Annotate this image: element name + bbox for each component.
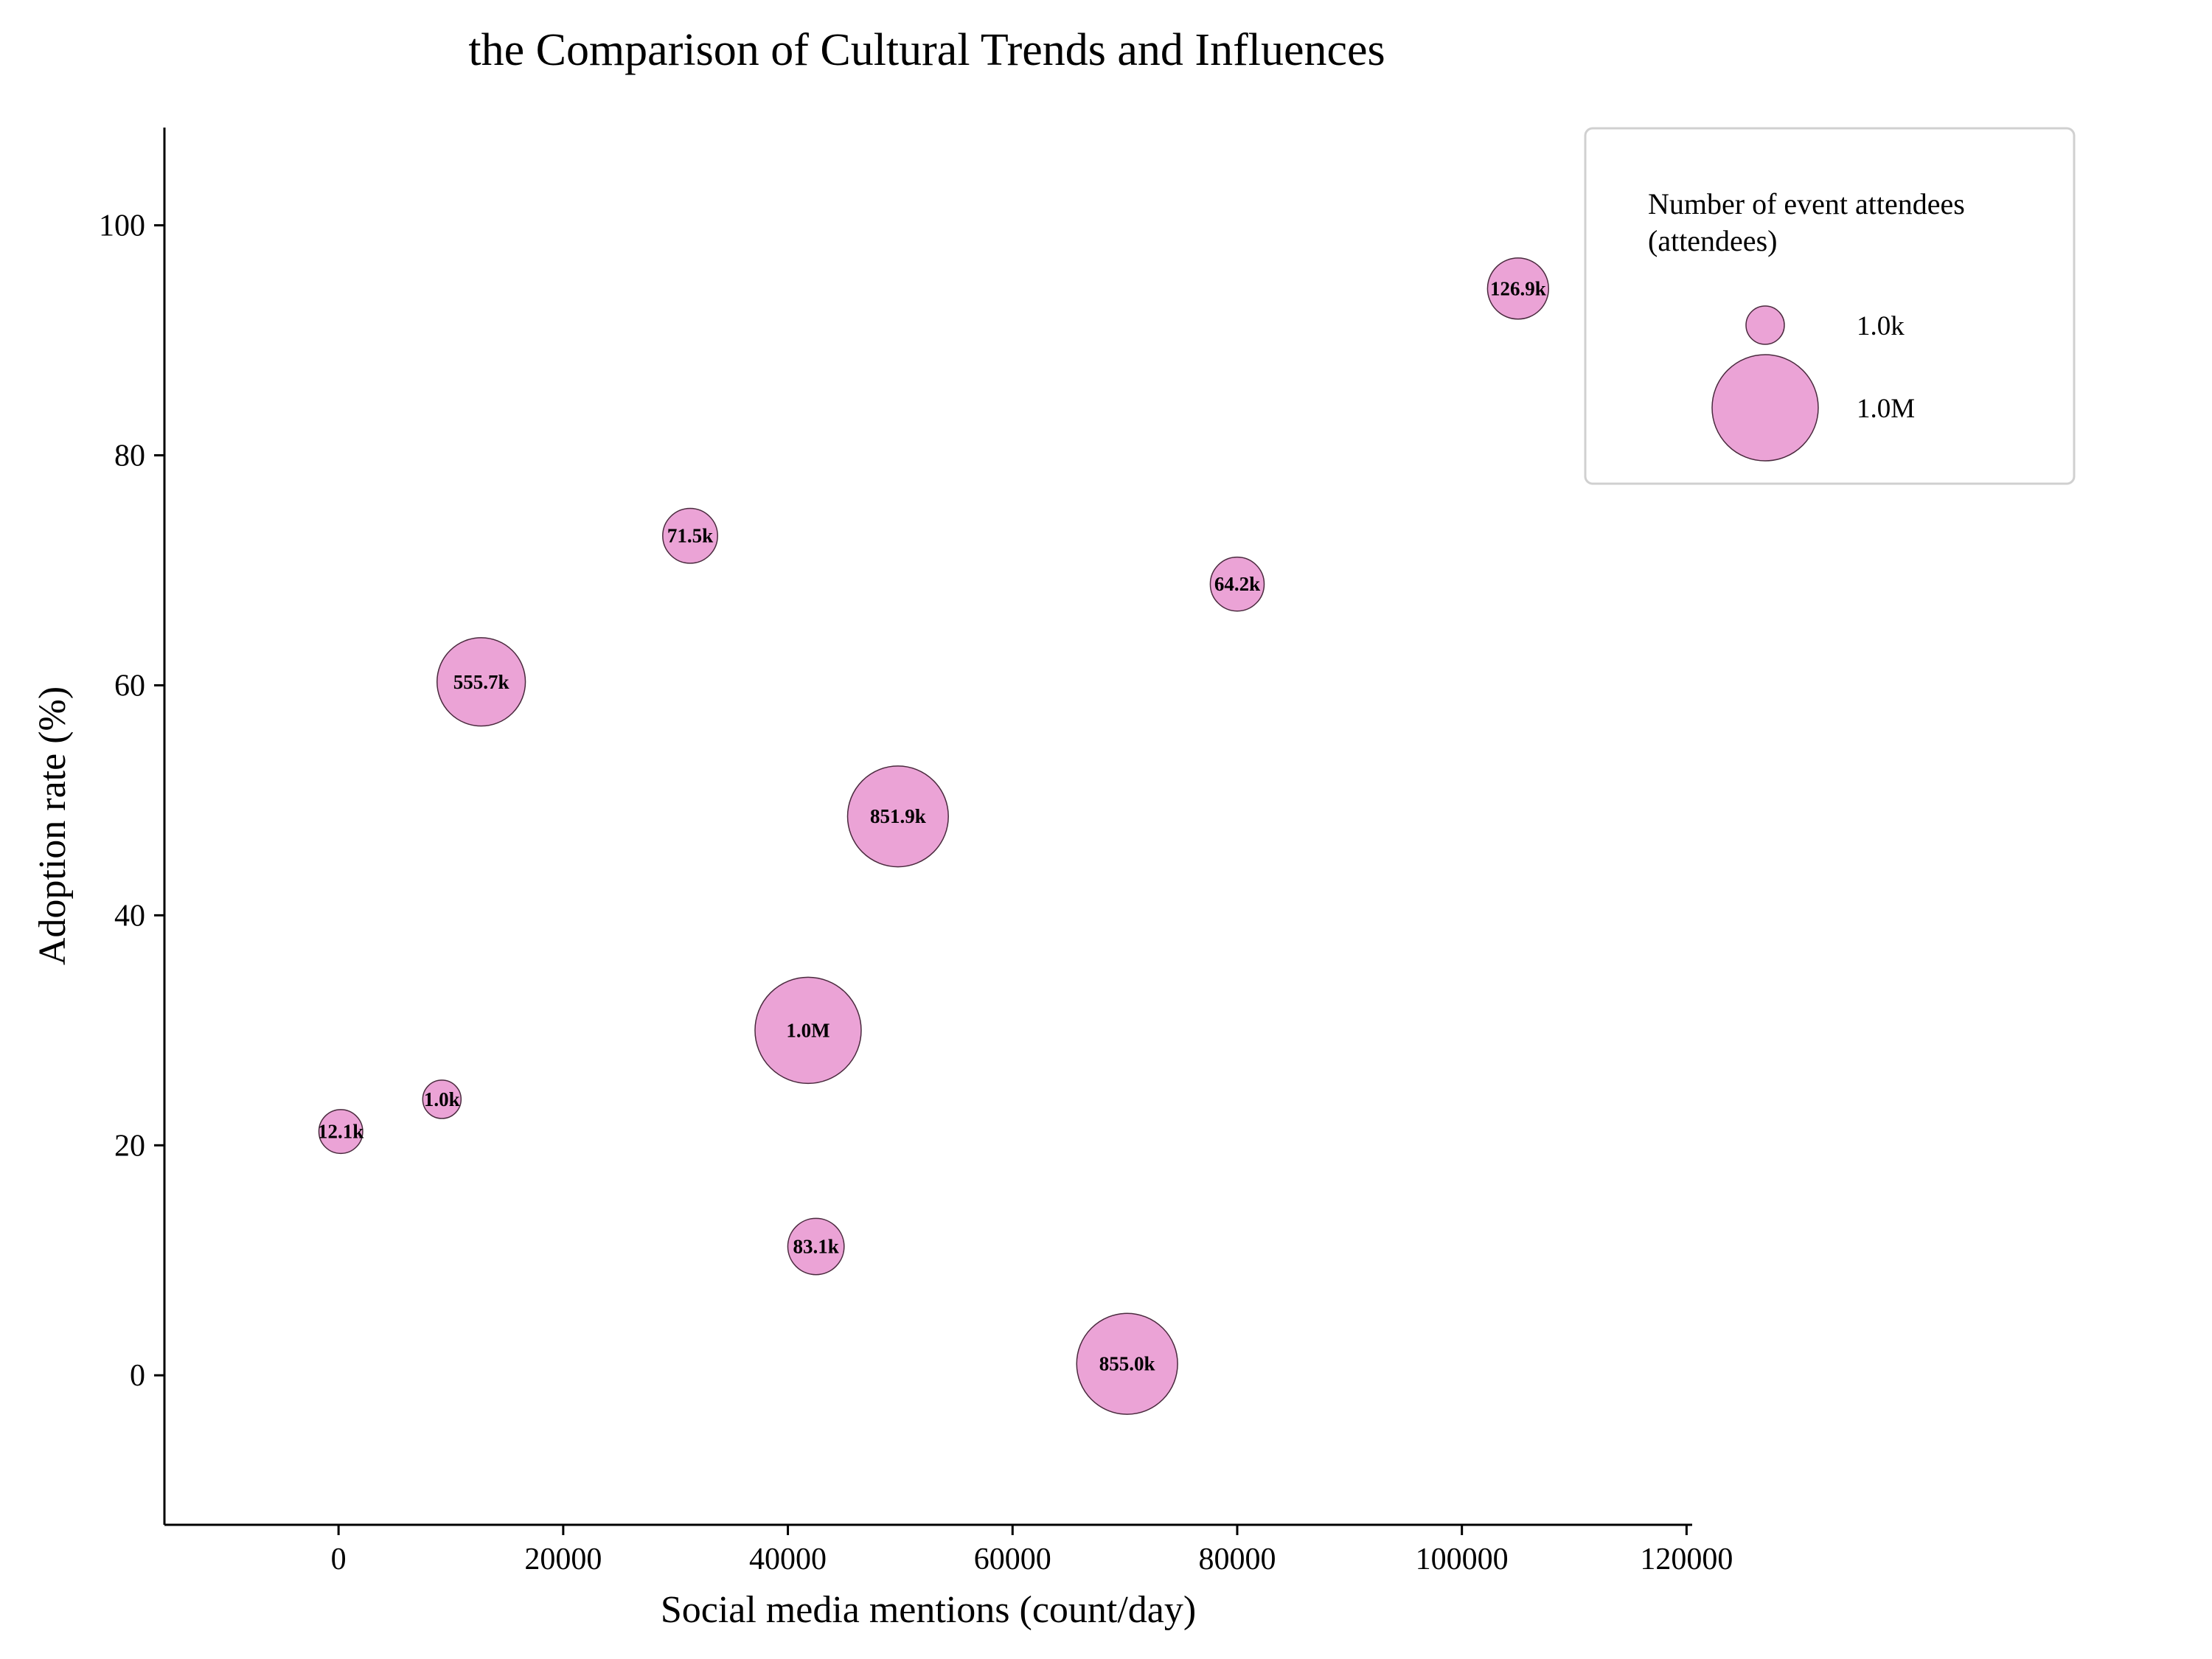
y-tick-label: 40 [114,899,145,933]
legend-bubble [1745,305,1785,345]
bubble-point [787,1217,845,1276]
chart-title: the Comparison of Cultural Trends and In… [468,25,1385,75]
bubble-point [1209,556,1265,612]
bubble-point [754,976,862,1085]
bubble-point [318,1109,364,1155]
y-tick-label: 0 [130,1359,145,1393]
bubble-data-label: 1.0M [786,1019,830,1041]
bubble-point [662,507,718,564]
bubble-data-label: 71.5k [667,525,713,547]
legend-title-line-2: (attendees) [1648,224,1777,257]
x-tick-label: 80000 [1198,1543,1276,1576]
bubble-data-label: 83.1k [793,1236,839,1258]
bubble-data-label: 851.9k [870,805,926,827]
x-tick-label: 40000 [749,1543,827,1576]
bubble-point [1486,257,1550,320]
x-ticks: 0 20000 40000 60000 80000 100000 120000 [331,1525,1733,1576]
y-tick-label: 80 [114,439,145,473]
bubble-point [846,765,949,868]
legend-bubble [1711,354,1819,462]
y-ticks: 0 20 40 60 80 100 [99,209,164,1393]
y-tick-label: 100 [99,209,145,243]
bubbles: 126.9k 71.5k 64.2k 555.7k 851.9k 1.0M 1.0k 12.1… [318,257,1550,1415]
bubble-data-label: 855.0k [1099,1353,1155,1375]
bubble-data-label: 1.0k [424,1088,460,1110]
legend: Number of event attendees (attendees) 1.… [1584,127,2076,485]
bubble-point [1076,1312,1178,1415]
x-axis-label: Social media mentions (count/day) [661,1589,1196,1631]
bubble-data-label: 12.1k [318,1121,364,1143]
legend-size-label: 1.0M [1857,394,1915,424]
x-tick-label: 100000 [1416,1543,1509,1576]
bubble-data-label: 64.2k [1214,573,1260,595]
legend-title-line-1: Number of event attendees [1648,187,1965,220]
bubble-data-label: 126.9k [1490,277,1546,299]
bubble-data-label: 555.7k [453,671,509,693]
axes: 0 20000 40000 60000 80000 100000 120000 0 20 40 6… [99,128,1733,1576]
x-tick-label: 0 [331,1543,347,1576]
legend-entries: 1.0k 1.0M [1711,305,1915,462]
x-tick-label: 20000 [524,1543,602,1576]
bubble-point [422,1079,462,1119]
bubble-point [436,637,526,727]
legend-frame [1584,127,2076,485]
y-tick-label: 20 [114,1129,145,1163]
y-tick-label: 60 [114,669,145,703]
legend-size-label: 1.0k [1857,311,1905,341]
y-axis-label: Adoption rate (%) [32,686,74,965]
x-tick-label: 60000 [974,1543,1051,1576]
x-tick-label: 120000 [1640,1543,1733,1576]
